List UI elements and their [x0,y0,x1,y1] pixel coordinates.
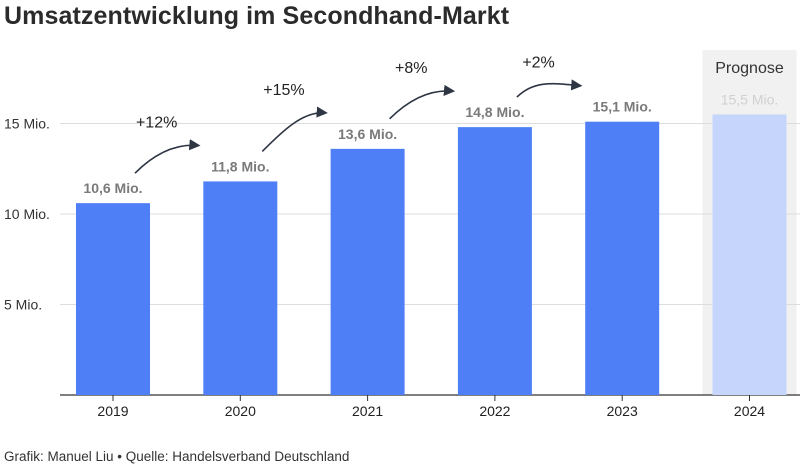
x-tick-label: 2020 [225,403,256,419]
x-tick-label: 2021 [352,403,383,419]
y-tick-label: 5 Mio. [4,297,42,313]
chart-title: Umsatzentwicklung im Secondhand-Markt [4,2,510,30]
bar-2024 [712,114,787,395]
data-label: 14,8 Mio. [465,104,524,120]
source-footer: Grafik: Manuel Liu • Quelle: Handelsverb… [4,449,350,464]
bar-2023 [585,121,660,395]
growth-arrow [516,79,583,98]
data-label: 11,8 Mio. [211,158,269,174]
growth-arrow [389,84,456,120]
bar-2022 [457,127,532,396]
y-tick-label: 15 Mio. [4,116,50,132]
growth-label: +8% [395,60,427,77]
bar-2021 [330,148,405,395]
data-label: 15,5 Mio. [721,91,779,107]
bar-2019 [76,203,150,395]
growth-arrow [134,139,201,174]
x-tick-label: 2019 [97,403,128,419]
data-label: 15,1 Mio. [593,99,652,115]
growth-label: +12% [136,114,177,131]
growth-label: +15% [263,82,304,99]
growth-arrow [261,106,328,152]
x-tick-label: 2024 [734,403,765,419]
x-tick-label: 2022 [479,403,510,419]
growth-label: +2% [522,55,554,72]
data-label: 10,6 Mio. [83,180,142,196]
bar-2020 [203,181,278,395]
x-tick-label: 2023 [607,403,638,419]
y-tick-label: 10 Mio. [4,206,50,222]
forecast-label: Prognose [715,60,784,77]
data-label: 13,6 Mio. [338,126,397,142]
